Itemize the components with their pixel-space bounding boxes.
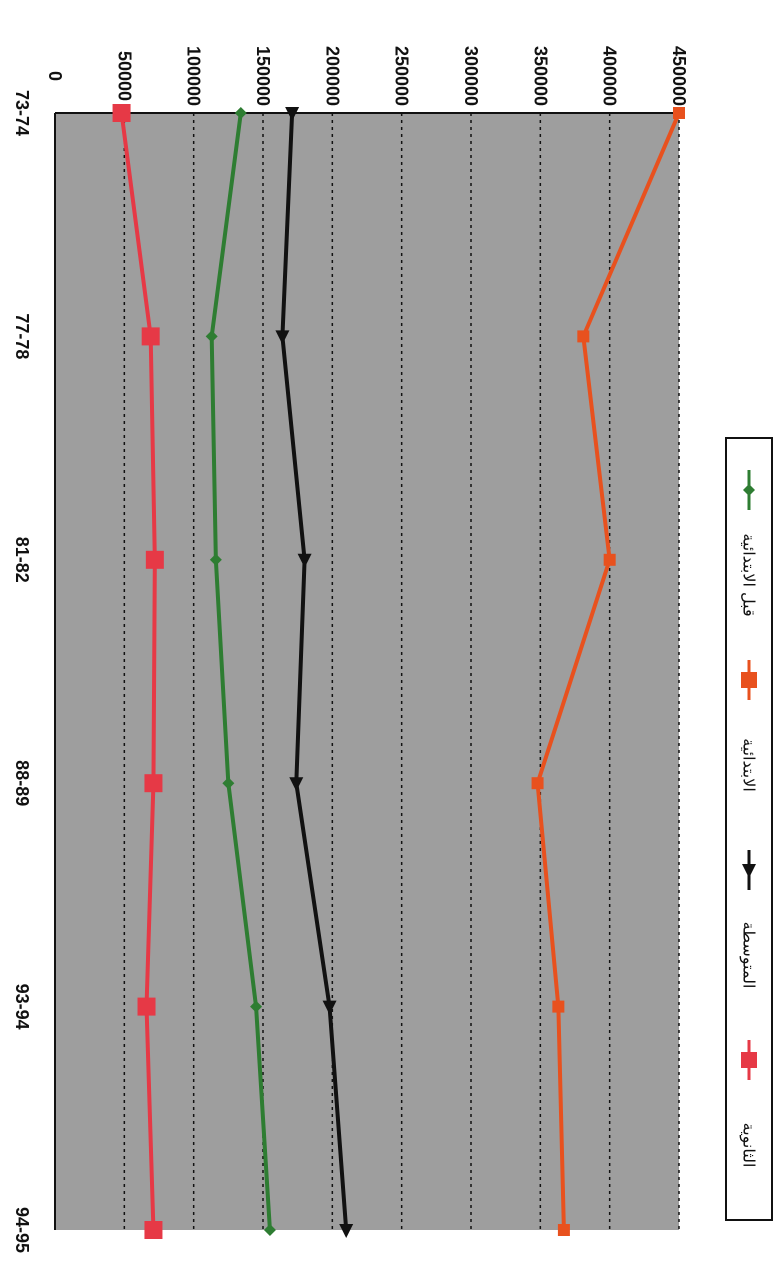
value-tick-label: 50000 [114,51,134,101]
value-tick-label: 350000 [530,46,550,106]
legend-label: قبل الابتدائية [740,533,759,616]
legend: قبل الابتدائية الابتدائية المتوسطة الثانوية [725,437,773,1221]
legend-box [725,437,773,1221]
value-tick-label: 400000 [600,46,620,106]
legend-item: الابتدائية [740,660,759,792]
value-tick-label: 150000 [253,46,273,106]
value-tick-labels: 0 50000 100000 150000 200000 250000 300000 3500… [45,46,689,106]
data-point-marker [339,1224,354,1238]
data-point-marker [741,672,757,688]
series-line [535,112,681,1231]
data-point-marker [144,1221,163,1239]
data-point-marker [603,553,616,566]
category-tick-label: 93-94 [12,984,32,1030]
data-point-marker [742,864,756,878]
data-point-marker [145,550,164,569]
category-tick-label: 88-89 [12,760,32,806]
value-tick-label: 0 [45,71,65,81]
value-tick-label: 200000 [322,46,342,106]
series-2 [275,107,354,1238]
data-point-marker [141,327,160,346]
data-point-marker [234,107,247,119]
data-point-marker [275,330,290,345]
data-point-marker [552,1000,565,1013]
series-0 [205,107,276,1236]
data-point-marker [112,104,131,122]
data-point-marker [743,484,755,496]
data-point-marker [673,107,685,119]
data-point-marker [263,1224,276,1236]
data-point-marker [557,1224,570,1236]
data-point-marker [297,553,312,568]
series-line [209,112,272,1231]
series-group [112,104,685,1239]
value-tick-label: 100000 [184,46,204,106]
data-point-marker [250,1000,263,1013]
data-point-marker [137,997,156,1016]
data-point-marker [322,1000,337,1015]
value-tick-label: 250000 [392,46,412,106]
data-point-marker [144,774,163,793]
legend-label: الثانوية [739,1123,759,1168]
data-point-marker [741,1052,757,1068]
data-point-marker [289,777,304,792]
category-tick-label: 81-82 [12,537,32,583]
value-tick-label: 300000 [461,46,481,106]
legend-label: الابتدائية [740,738,759,792]
legend-items: قبل الابتدائية الابتدائية المتوسطة الثانوية [739,470,759,1167]
category-tick-label: 73-74 [12,90,32,136]
series-3 [112,104,164,1239]
legend-item: المتوسطة [739,850,759,988]
data-point-marker [531,777,544,790]
legend-item: الثانوية [739,1040,759,1167]
data-point-marker [222,777,235,790]
data-point-marker [209,553,222,566]
data-point-marker [285,107,300,121]
legend-item: قبل الابتدائية [740,470,759,617]
data-point-marker [205,330,218,343]
value-tick-label: 450000 [669,46,689,106]
category-tick-label: 77-78 [12,313,32,359]
series-line [119,112,157,1231]
category-tick-label: 94-95 [12,1207,32,1253]
series-1 [531,107,685,1236]
data-point-marker [577,330,590,343]
legend-label: المتوسطة [739,922,759,989]
category-tick-labels: 73-74 77-78 81-82 88-89 93-94 94-95 [12,90,32,1253]
series-line [280,112,349,1231]
